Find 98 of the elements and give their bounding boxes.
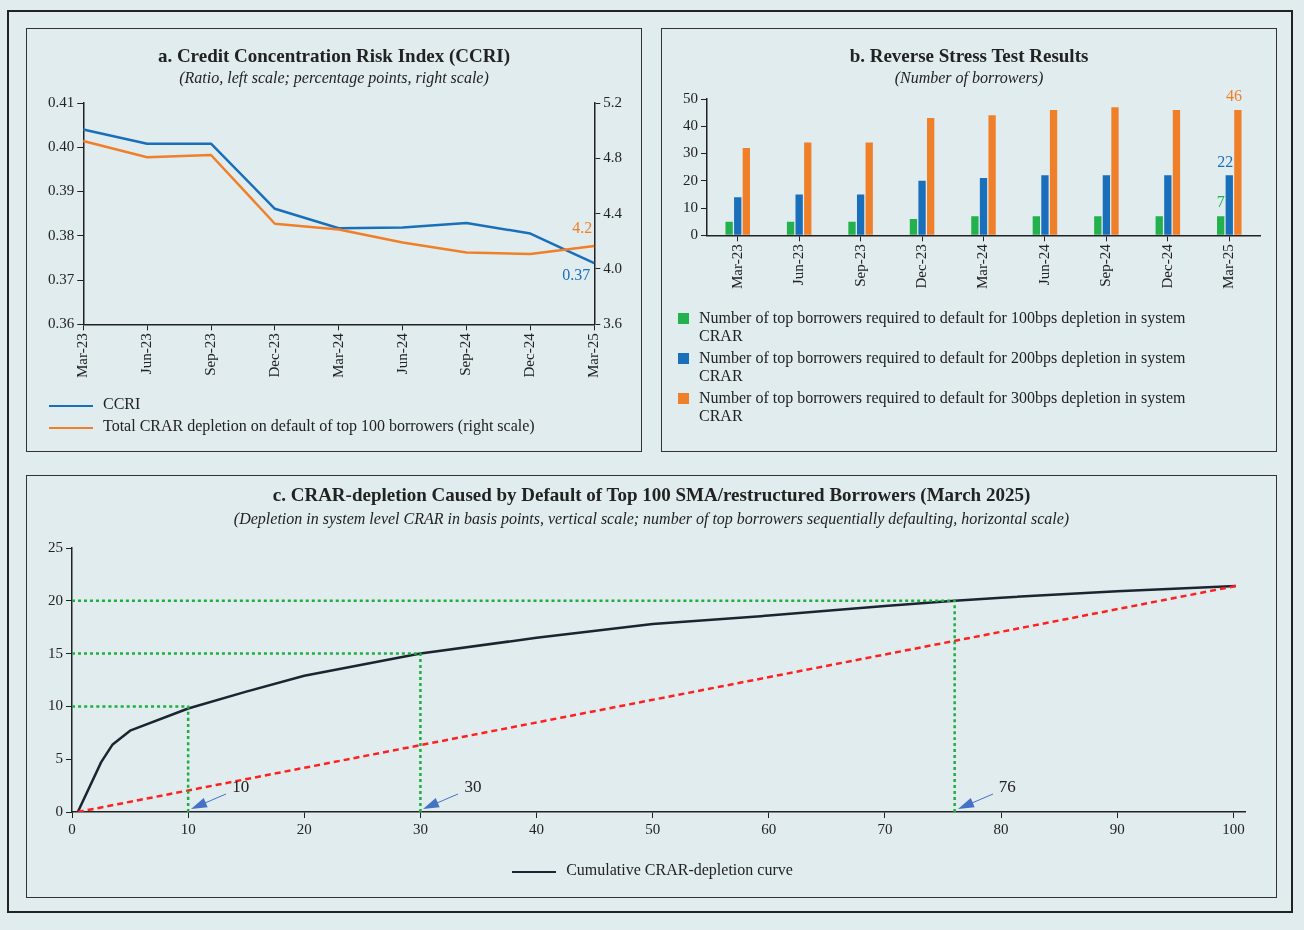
bar <box>848 221 856 235</box>
y-tick-label: 40 <box>683 117 698 134</box>
annotation: 30 <box>464 776 482 796</box>
y-tick-label: 25 <box>48 538 63 555</box>
x-tick-label: 80 <box>993 820 1009 837</box>
bar <box>734 197 742 235</box>
bar <box>865 142 873 235</box>
bar <box>909 218 918 235</box>
bar <box>1102 175 1111 235</box>
x-tick-label: 50 <box>645 820 661 837</box>
y-tick-label: 10 <box>683 198 698 215</box>
x-tick-label: Dec-24 <box>521 332 538 378</box>
bar <box>1164 175 1172 235</box>
x-tick-label: Dec-23 <box>912 244 929 289</box>
y-tick-label: 15 <box>48 644 63 661</box>
x-tick-label: 70 <box>877 820 893 837</box>
bar <box>742 148 750 235</box>
data-label: 4.2 <box>572 219 593 237</box>
y-tick-label: 0 <box>55 802 63 819</box>
chart-subtitle: (Ratio, left scale; percentage points, right scale) <box>178 69 490 87</box>
chart-title: a. Credit Concentration Risk Index (CCRI) <box>156 45 512 67</box>
x-tick-label: Dec-23 <box>265 333 282 378</box>
x-tick-label: Mar-25 <box>585 333 602 378</box>
y2-tick-label: 3.6 <box>603 315 623 332</box>
bar <box>786 221 795 235</box>
x-tick-label: Sep-23 <box>201 333 218 376</box>
legend-label: Cumulative CRAR-depletion curve <box>566 861 793 879</box>
bar <box>1234 109 1242 235</box>
y-tick-label: 0.36 <box>48 315 75 332</box>
data-label: 22 <box>1217 152 1234 170</box>
x-tick-label: 60 <box>761 820 777 837</box>
y-tick-label: 30 <box>683 144 698 161</box>
y-tick-label: 50 <box>683 89 698 106</box>
bar <box>918 180 926 235</box>
bar <box>1049 109 1058 235</box>
x-tick-label: 10 <box>180 820 196 837</box>
bar <box>988 115 996 235</box>
bar <box>725 221 733 235</box>
y2-tick-label: 4.4 <box>603 204 623 221</box>
legend-label: CCRI <box>103 395 141 413</box>
y2-tick-label: 5.2 <box>603 93 622 110</box>
x-tick-label: Jun-23 <box>790 244 807 286</box>
bar <box>795 194 803 235</box>
x-tick-label: Jun-24 <box>1035 243 1052 286</box>
y-tick-label: 5 <box>55 750 63 767</box>
y-tick-label: 0.39 <box>48 182 75 199</box>
bar <box>1155 216 1163 235</box>
y2-tick-label: 4.0 <box>603 259 622 276</box>
y-tick-label: 20 <box>683 171 698 188</box>
x-tick-label: Mar-25 <box>1220 244 1237 289</box>
x-tick-label: 30 <box>412 820 428 837</box>
bar <box>971 216 979 235</box>
x-tick-label: Mar-23 <box>728 244 745 289</box>
legend-label: Number of top borrowers required to default for 200bps depletion in system CRAR <box>699 349 1187 385</box>
x-tick-label: 100 <box>1222 820 1245 837</box>
x-tick-label: Jun-24 <box>393 332 410 375</box>
x-tick-label: Sep-24 <box>1097 243 1114 287</box>
x-tick-label: Sep-23 <box>851 244 868 287</box>
chart-title: c. CRAR-depletion Caused by Default of Top 100 SMA/restructured Borrowers (March 2025) <box>271 484 1032 506</box>
legend-label: Number of top borrowers required to default for 100bps depletion in system CRAR <box>699 309 1187 345</box>
x-tick-label: Jun-23 <box>138 333 155 375</box>
x-tick-label: Mar-24 <box>974 243 991 289</box>
bar <box>856 194 865 235</box>
data-label: 0.37 <box>562 266 591 284</box>
y-tick-label: 0.40 <box>48 138 75 155</box>
chart-subtitle: (Depletion in system level CRAR in basis points, vertical scale; number of top borrowers sequentially defaulting, horizontal scale) <box>232 510 1071 528</box>
x-tick-label: 90 <box>1109 820 1125 837</box>
y-tick-label: 0.37 <box>48 270 75 287</box>
chart-subtitle: (Number of borrowers) <box>893 69 1045 87</box>
chart-title: b. Reverse Stress Test Results <box>848 45 1090 67</box>
x-tick-label: 20 <box>296 820 312 837</box>
x-tick-label: Sep-24 <box>457 332 474 376</box>
y-tick-label: 10 <box>48 697 63 714</box>
bar <box>804 142 812 235</box>
annotation: 10 <box>232 776 250 796</box>
bar <box>979 178 988 235</box>
bar <box>1217 216 1225 235</box>
bar <box>1032 216 1040 235</box>
data-label: 7 <box>1216 193 1225 211</box>
x-tick-label: Dec-24 <box>1158 243 1175 289</box>
bar <box>927 118 935 235</box>
bar <box>1111 107 1119 235</box>
y-tick-label: 0.41 <box>48 93 75 110</box>
legend-label: Total CRAR depletion on default of top 100 borrowers (right scale) <box>103 417 535 435</box>
legend-label: Number of top borrowers required to default for 300bps depletion in system CRAR <box>699 389 1187 425</box>
x-tick-label: Mar-23 <box>74 333 91 378</box>
x-tick-label: Mar-24 <box>329 332 346 378</box>
y-tick-label: 0.38 <box>48 226 75 243</box>
bar <box>1225 175 1233 235</box>
y-tick-label: 0 <box>690 226 698 243</box>
bar <box>1172 109 1181 235</box>
data-label: 46 <box>1225 87 1242 105</box>
annotation: 76 <box>998 776 1016 796</box>
y2-tick-label: 4.8 <box>603 149 622 166</box>
x-tick-label: 40 <box>529 820 545 837</box>
bar <box>1094 216 1102 235</box>
y-tick-label: 20 <box>48 591 63 608</box>
bar <box>1041 175 1049 235</box>
